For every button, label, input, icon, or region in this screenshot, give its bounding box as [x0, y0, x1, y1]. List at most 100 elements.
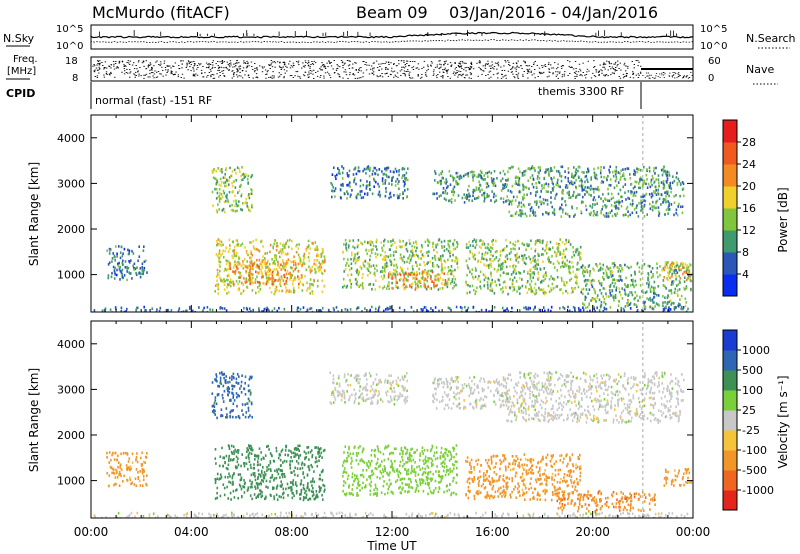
y-tick-label: 2000	[57, 223, 85, 236]
nave-tick-top: 60	[708, 56, 721, 67]
velocity-colorbar-tick-label: 25	[742, 404, 756, 417]
station-title: McMurdo (fitACF)	[92, 3, 230, 22]
power-colorbar-swatch	[723, 230, 737, 253]
velocity-colorbar-swatch	[723, 390, 737, 411]
power-echo-region	[93, 305, 693, 312]
velocity-colorbar-swatch	[723, 490, 737, 511]
cpid-mode-themis: themis 3300 RF	[538, 85, 625, 98]
velocity-y-axis-label: Slant Range [km]	[27, 368, 41, 472]
beam-label: Beam 09	[356, 3, 428, 22]
power-panel: 1000 2000 3000 4000 Slant Range [km]	[27, 114, 694, 313]
y-tick-label: 1000	[57, 269, 85, 282]
velocity-echo-region	[556, 489, 656, 513]
power-colorbar-swatch	[723, 164, 737, 187]
y-tick-label: 3000	[57, 383, 85, 396]
y-tick-label: 4000	[57, 338, 85, 351]
velocity-colorbar-swatch	[723, 330, 737, 351]
nsearch-trace	[90, 39, 693, 44]
velocity-colorbar-tick-label: 1000	[742, 344, 770, 357]
power-echo-region	[432, 169, 509, 204]
power-colorbar-tick-label: 20	[742, 180, 756, 193]
power-y-axis-label: Slant Range [km]	[27, 162, 41, 266]
velocity-colorbar: -1000 -500 -100 -25 25 100 500 1000	[722, 329, 774, 511]
nsky-label: N.Sky	[3, 32, 35, 45]
velocity-colorbar-label: Velocity [m s⁻¹]	[776, 375, 790, 468]
power-colorbar-tick-label: 8	[742, 246, 749, 259]
nave-label: Nave	[746, 63, 774, 76]
power-echo-region	[106, 245, 148, 282]
velocity-echo-region	[106, 451, 148, 488]
velocity-echo-region	[342, 444, 458, 497]
noise-panel: N.Sky 10^5 10^0 10^5 10^0 N.Search	[3, 24, 796, 52]
velocity-echo-region	[211, 371, 253, 420]
noise-tick-bottom: 10^0	[56, 41, 83, 52]
velocity-echo-region	[432, 375, 509, 411]
power-colorbar-tick-label: 12	[742, 224, 756, 237]
power-colorbar-swatch	[723, 120, 737, 143]
freq-tick-bottom: 8	[72, 73, 78, 84]
x-tick-label: 00:00	[74, 525, 109, 539]
freq-panel: Freq. [MHz] 18 8 60 0 Nave	[6, 54, 778, 85]
x-axis-label: Time UT	[366, 539, 417, 553]
power-colorbar-tick-label: 24	[742, 158, 756, 171]
y-tick-label: 2000	[57, 429, 85, 442]
power-echo-region	[465, 238, 582, 296]
nsearch-label: N.Search	[746, 32, 796, 45]
power-colorbar-swatch	[723, 252, 737, 275]
y-tick-label: 3000	[57, 177, 85, 190]
power-colorbar-swatch	[723, 142, 737, 165]
x-tick-label: 12:00	[375, 525, 410, 539]
x-tick-label: 16:00	[475, 525, 510, 539]
freq-units: [MHz]	[7, 66, 36, 77]
power-echo-region	[214, 238, 326, 296]
y-tick-label: 4000	[57, 132, 85, 145]
power-colorbar-swatch	[723, 208, 737, 231]
freq-label: Freq.	[13, 54, 38, 65]
freq-tick-top: 18	[65, 56, 78, 67]
noise-tick-top: 10^5	[56, 24, 83, 35]
velocity-echo-region	[329, 371, 409, 406]
velocity-colorbar-swatch	[723, 450, 737, 471]
power-echo-region	[505, 165, 685, 218]
x-tick-label: 08:00	[274, 525, 309, 539]
cpid-label: CPID	[6, 87, 35, 100]
power-echo-region	[342, 238, 459, 291]
x-tick-label: 00:00	[676, 525, 711, 539]
cpid-mode-normal: normal (fast) -151 RF	[95, 94, 212, 107]
velocity-colorbar-swatch	[723, 430, 737, 451]
velocity-echo-region	[93, 511, 689, 518]
power-echo-region	[663, 261, 692, 282]
velocity-colorbar-tick-label: 100	[742, 384, 763, 397]
velocity-colorbar-swatch	[723, 350, 737, 371]
power-colorbar-tick-label: 28	[742, 136, 756, 149]
velocity-echo-region	[214, 444, 326, 502]
power-colorbar-label: Power [dB]	[776, 187, 790, 252]
velocity-echo-region	[465, 453, 582, 502]
velocity-colorbar-tick-label: 500	[742, 364, 763, 377]
velocity-colorbar-swatch	[723, 370, 737, 391]
velocity-colorbar-swatch	[723, 470, 737, 491]
velocity-panel: 1000 2000 3000 4000 Slant Range [km]	[27, 320, 694, 519]
nave-tick-bottom: 0	[708, 73, 714, 84]
velocity-colorbar-swatch	[723, 410, 737, 431]
y-tick-label: 1000	[57, 475, 85, 488]
power-echo-region	[387, 270, 449, 291]
nsky-trace	[90, 31, 693, 39]
power-echo-region	[211, 166, 253, 214]
power-colorbar-tick-label: 16	[742, 202, 756, 215]
velocity-colorbar-tick-label: -25	[742, 424, 760, 437]
velocity-colorbar-tick-label: -500	[742, 464, 767, 477]
power-colorbar-swatch	[723, 186, 737, 209]
power-colorbar-tick-label: 4	[742, 268, 749, 281]
x-axis-ticks: 00:00 04:00 08:00 12:00 16:00 20:00 00:00	[74, 525, 711, 539]
x-tick-label: 20:00	[575, 525, 610, 539]
power-echo-region	[226, 261, 304, 286]
velocity-echo-region	[663, 468, 692, 487]
date-range: 03/Jan/2016 - 04/Jan/2016	[449, 3, 658, 22]
noise-tick-bottom-right: 10^0	[700, 41, 727, 52]
noise-tick-top-right: 10^5	[700, 24, 727, 35]
cpid-panel: CPID normal (fast) -151 RF themis 3300 R…	[6, 82, 642, 109]
power-colorbar-swatch	[723, 274, 737, 297]
velocity-colorbar-tick-label: -1000	[742, 484, 774, 497]
velocity-colorbar-tick-label: -100	[742, 444, 767, 457]
